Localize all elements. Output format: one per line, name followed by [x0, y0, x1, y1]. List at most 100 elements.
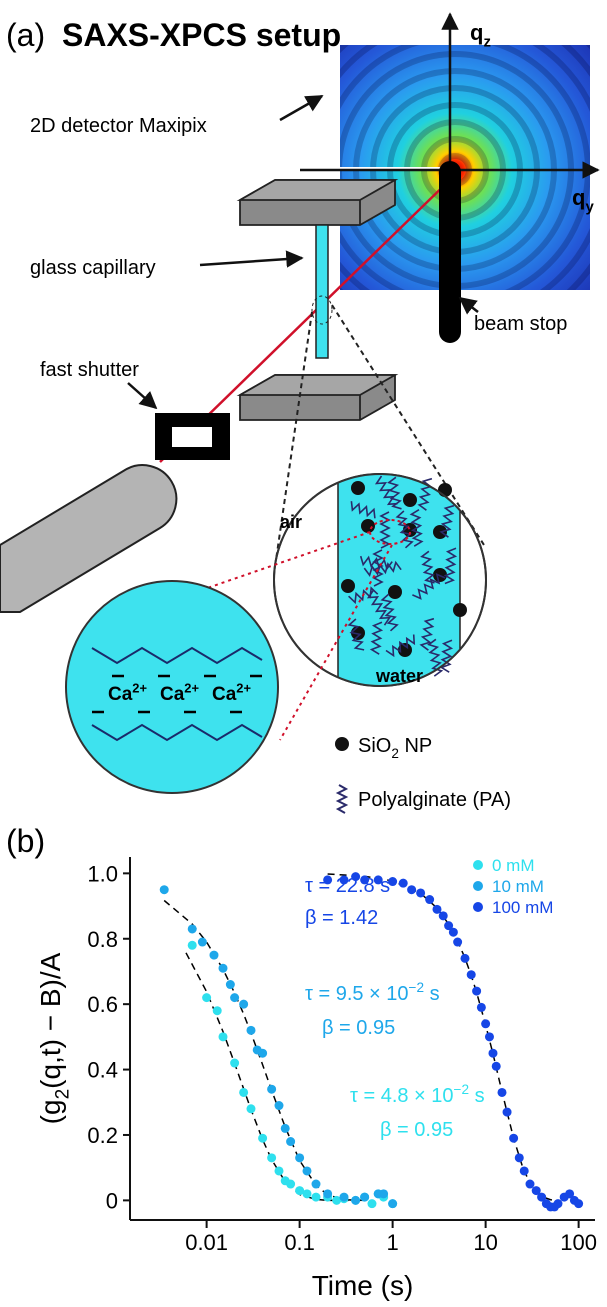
y-tick-label: 0 — [106, 1188, 118, 1213]
data-point — [226, 980, 235, 989]
data-point — [209, 951, 218, 960]
data-point — [367, 1199, 376, 1208]
data-point — [449, 928, 458, 937]
data-point — [453, 938, 462, 947]
ion-label-base: Ca — [160, 684, 185, 705]
nanoparticle — [403, 493, 417, 507]
annotation-base: τ = 9.5 × 10 — [305, 983, 409, 1005]
legend-marker — [473, 902, 483, 912]
data-point — [323, 1189, 332, 1198]
data-point — [388, 1199, 397, 1208]
polymer-legend-label: Polyalginate (PA) — [358, 789, 511, 811]
data-point — [302, 1166, 311, 1175]
nanoparticle-legend-label-rest: NP — [399, 735, 432, 757]
data-point — [492, 1062, 501, 1071]
data-point — [239, 1000, 248, 1009]
capillary-label: glass capillary — [30, 257, 156, 279]
shutter-window — [172, 427, 212, 447]
x-tick-label: 0.1 — [284, 1230, 315, 1255]
data-point — [520, 1166, 529, 1175]
x-tick-label: 100 — [560, 1230, 597, 1255]
y-tick-label: 0.2 — [87, 1123, 118, 1148]
x-axis-label: Time (s) — [312, 1270, 414, 1301]
data-point — [219, 964, 228, 973]
data-point — [574, 1199, 583, 1208]
panel-title: SAXS-XPCS setup — [62, 17, 341, 53]
pointer-arrow — [200, 258, 302, 265]
data-point — [281, 1124, 290, 1133]
ion-label-base: Ca — [212, 684, 237, 705]
data-point — [312, 1180, 321, 1189]
data-point — [503, 1108, 512, 1117]
nanoparticle — [453, 603, 467, 617]
figure: (a) SAXS-XPCS setup 2D detector Maxipix … — [0, 0, 607, 1307]
data-point — [246, 1104, 255, 1113]
data-point — [274, 1101, 283, 1110]
y-tick-label: 1.0 — [87, 861, 118, 886]
annotation-rest: s — [469, 1085, 485, 1107]
data-point — [188, 924, 197, 933]
legend-marker — [473, 860, 483, 870]
legend-label: 100 mM — [492, 898, 553, 917]
data-point — [485, 1032, 494, 1041]
data-point — [188, 941, 197, 950]
data-point — [286, 1137, 295, 1146]
annotation: β = 0.95 — [322, 1017, 395, 1039]
data-point — [351, 1196, 360, 1205]
annotation-base: β = 0.95 — [380, 1119, 453, 1141]
nanoparticle-legend-mark — [335, 737, 349, 751]
x-tick-label: 10 — [473, 1230, 497, 1255]
nanoparticle-legend-label: SiO2 NP — [358, 735, 432, 761]
annotation-rest: s — [424, 983, 440, 1005]
panel-label: (b) — [6, 823, 45, 859]
data-point — [160, 885, 169, 894]
data-point — [399, 879, 408, 888]
data-point — [219, 1032, 228, 1041]
data-point — [246, 1026, 255, 1035]
nanoparticle — [361, 519, 375, 533]
ion-label-sup: 2+ — [132, 680, 147, 695]
data-point — [472, 987, 481, 996]
data-point — [286, 1180, 295, 1189]
annotation: τ = 9.5 × 10−2 s — [305, 980, 440, 1005]
polymer-legend-label-base: Polyalginate (PA) — [358, 789, 511, 811]
y-tick-label: 0.4 — [87, 1058, 118, 1083]
y-axis-label-rest: (q,t) − B)/A — [35, 952, 66, 1088]
water-label: water — [375, 666, 423, 686]
nanoparticle-legend-label-sub: 2 — [391, 746, 399, 761]
data-point — [230, 1059, 239, 1068]
beam-stop-label: beam stop — [474, 313, 567, 335]
data-point — [360, 1193, 369, 1202]
ion-label-sup: 2+ — [184, 680, 199, 695]
nanoparticle-legend-label-base: SiO — [358, 735, 391, 757]
pointer-arrow — [280, 96, 322, 120]
data-point — [553, 1199, 562, 1208]
data-point — [213, 1006, 222, 1015]
legend-marker — [473, 881, 483, 891]
water-column — [338, 470, 460, 695]
qy-label-sub: y — [585, 199, 594, 216]
ion-label-base: Ca — [108, 684, 133, 705]
data-point — [467, 970, 476, 979]
annotation-base: β = 1.42 — [305, 907, 378, 929]
annotation-sup: −2 — [454, 1082, 470, 1097]
nanoparticle — [438, 483, 452, 497]
data-point — [481, 1019, 490, 1028]
nanoparticle — [388, 585, 402, 599]
data-point — [432, 905, 441, 914]
data-point — [407, 885, 416, 894]
polymer-legend-mark — [338, 785, 346, 813]
data-point — [312, 1193, 321, 1202]
annotation: β = 0.95 — [380, 1119, 453, 1141]
y-axis-label-sub: 2 — [52, 1089, 73, 1100]
data-point — [258, 1134, 267, 1143]
data-point — [230, 993, 239, 1002]
data-point — [258, 1049, 267, 1058]
nanoparticle — [341, 579, 355, 593]
data-point — [295, 1153, 304, 1162]
data-point — [274, 1166, 283, 1175]
qy-label-base: q — [572, 185, 585, 210]
annotation-base: τ = 4.8 × 10 — [350, 1085, 454, 1107]
data-point — [477, 1003, 486, 1012]
data-point — [267, 1153, 276, 1162]
